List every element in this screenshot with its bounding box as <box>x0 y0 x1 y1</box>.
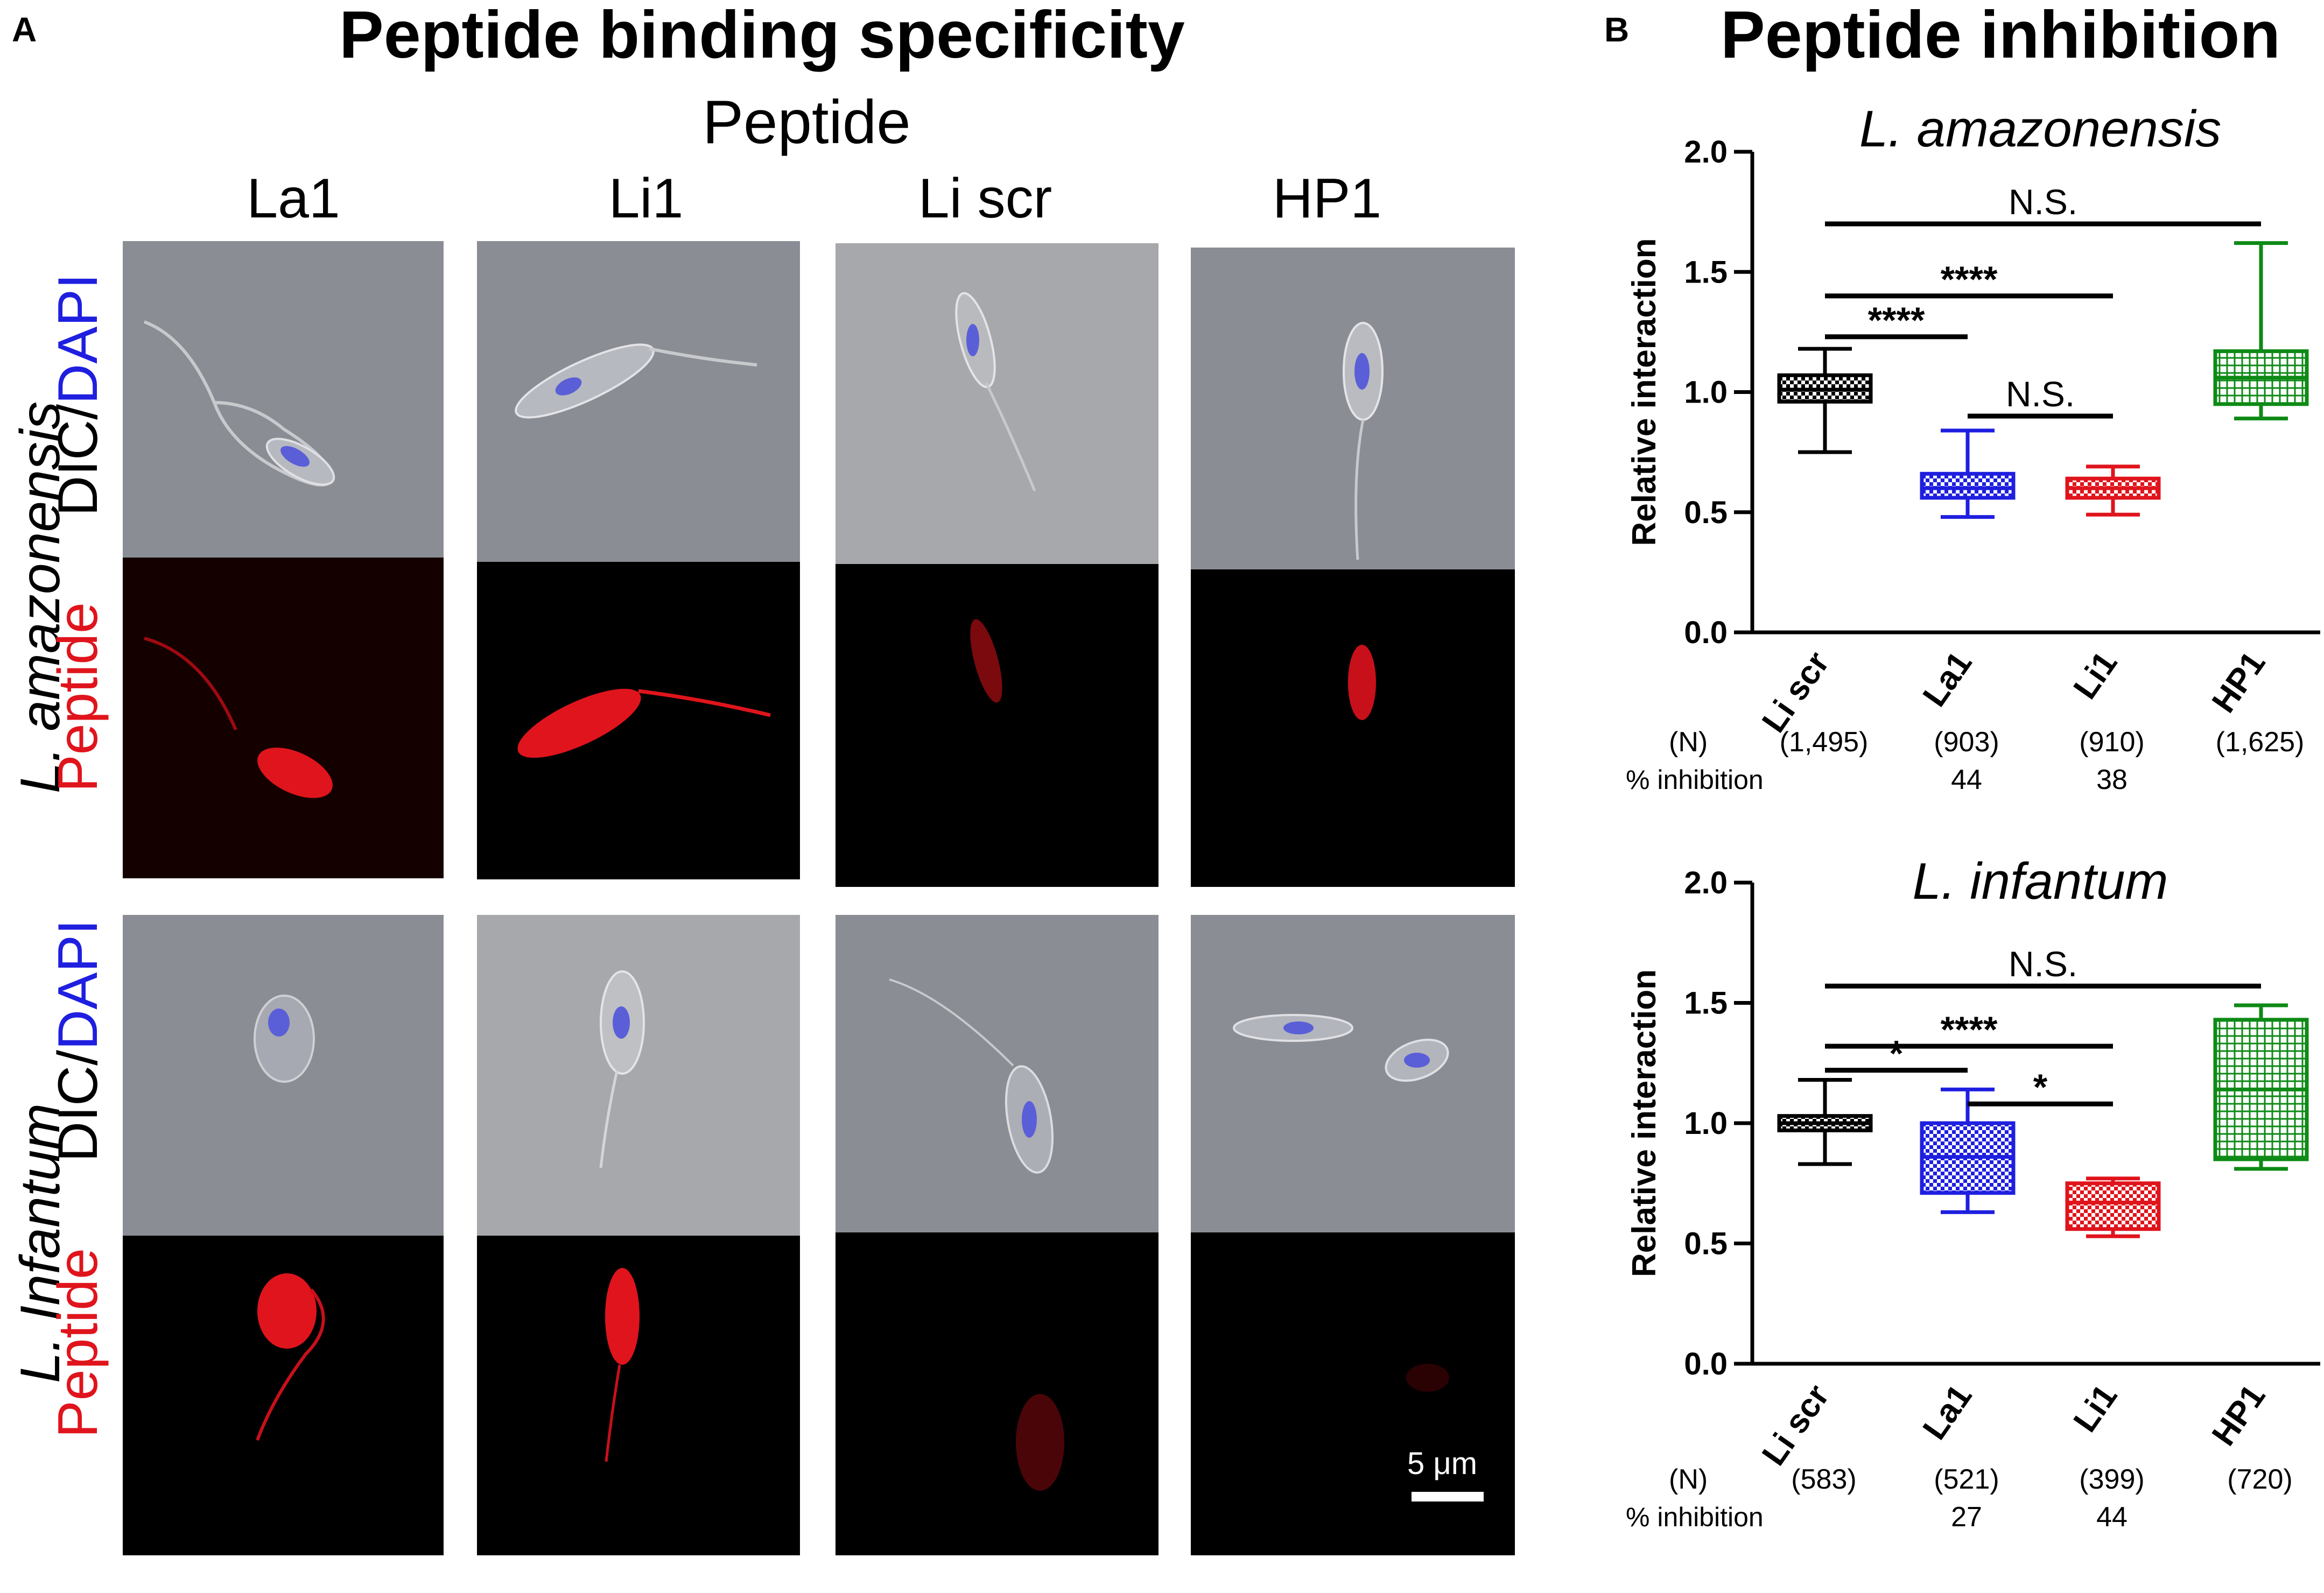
parasite-shape <box>1348 645 1376 720</box>
panel-b-title: Peptide inhibition <box>1721 0 2281 72</box>
inhibition-value: 44 <box>1951 764 1982 795</box>
n-row-label: (N) <box>1669 1464 1708 1495</box>
panel-a-title: Peptide binding specificity <box>339 0 1185 72</box>
y-axis-label: Relative interaction <box>1626 969 1663 1277</box>
micrograph-infantum-la1-dic <box>123 915 444 1236</box>
parasite-shape <box>515 343 757 419</box>
y-tick-label: 1.0 <box>1684 375 1728 410</box>
n-value: (583) <box>1791 1464 1856 1495</box>
y-tick-label: 0.0 <box>1684 1347 1728 1381</box>
column-header-la1: La1 <box>247 167 340 230</box>
parasite-shape <box>1233 1014 1449 1082</box>
n-value: (910) <box>2079 727 2144 758</box>
micrograph-amazonensis-li1-dic <box>477 241 800 562</box>
micrograph-infantum-li1-dic <box>477 915 800 1236</box>
micrograph-infantum-la1-peptide <box>123 1236 444 1555</box>
box-li1 <box>2065 1181 2161 1231</box>
micrograph-amazonensis-hp1-dic <box>1191 248 1515 569</box>
parasite-shape <box>1406 1364 1449 1392</box>
chart-title: L. amazonensis <box>1859 100 2221 158</box>
n-value: (1,625) <box>2216 727 2305 758</box>
micrograph-infantum-li1-peptide <box>477 1236 800 1555</box>
micrograph-infantum-hp1-dic <box>1191 915 1515 1232</box>
significance-label: N.S. <box>2006 374 2075 414</box>
column-header-li-scr: Li scr <box>918 167 1052 230</box>
category-label: La1 <box>1916 645 1979 713</box>
y-tick-label: 1.5 <box>1684 986 1728 1021</box>
n-row-label: (N) <box>1669 727 1708 758</box>
chart-title: L. infantum <box>1913 852 2168 910</box>
parasite-shape <box>256 1273 325 1441</box>
panel-a-subtitle: Peptide <box>703 88 911 157</box>
parasite-shape <box>889 978 1054 1174</box>
significance-label: * <box>2033 1067 2048 1108</box>
inhibition-row-label: % inhibition <box>1626 765 1764 795</box>
micrograph-amazonensis-la1-peptide <box>123 558 444 878</box>
inhibition-row-label: % inhibition <box>1626 1502 1764 1532</box>
column-header-li1: Li1 <box>608 167 684 230</box>
inhibition-value: 44 <box>2096 1502 2128 1533</box>
category-label: HP1 <box>2205 1378 2273 1452</box>
parasite-shape <box>955 292 1036 491</box>
parasite-shape <box>517 688 771 758</box>
significance-label: N.S. <box>2009 944 2077 984</box>
significance-label: **** <box>1941 1009 1998 1050</box>
significance-label: * <box>1889 1033 1904 1074</box>
y-tick-label: 1.0 <box>1684 1106 1728 1141</box>
n-value: (521) <box>1934 1464 1999 1495</box>
y-tick-label: 1.5 <box>1684 255 1728 290</box>
micrograph-infantum-liscr-peptide <box>835 1232 1159 1555</box>
parasite-shape <box>143 320 335 487</box>
inhibition-value: 38 <box>2096 764 2128 795</box>
category-label: Li scr <box>1755 1378 1836 1472</box>
n-value: (399) <box>2079 1464 2144 1495</box>
category-label: Li1 <box>2067 645 2125 706</box>
y-tick-label: 2.0 <box>1684 135 1728 170</box>
parasite-shape <box>1343 322 1384 560</box>
category-label: La1 <box>1916 1378 1979 1446</box>
n-value: (720) <box>2227 1464 2292 1495</box>
n-value: (1,495) <box>1780 727 1869 758</box>
parasite-shape <box>144 637 333 798</box>
scale-bar <box>1412 1492 1484 1502</box>
panel-a-letter: A <box>12 10 37 49</box>
parasite-shape <box>970 619 1002 703</box>
parasite-shape <box>605 1268 640 1462</box>
significance-label: **** <box>1941 259 1998 300</box>
micrograph-infantum-hp1-peptide <box>1191 1232 1515 1555</box>
micrograph-infantum-liscr-dic <box>835 915 1159 1232</box>
panel-b-letter: B <box>1604 10 1630 49</box>
parasite-shape <box>1016 1394 1064 1491</box>
inhibition-value: 27 <box>1951 1502 1982 1533</box>
micrograph-amazonensis-li1-peptide <box>477 562 800 879</box>
micrograph-amazonensis-liscr-peptide <box>835 564 1159 887</box>
significance-label: **** <box>1868 300 1925 341</box>
parasite-shape <box>254 995 315 1083</box>
category-label: Li scr <box>1755 645 1836 739</box>
micrograph-amazonensis-hp1-peptide <box>1191 569 1515 887</box>
y-tick-label: 0.0 <box>1684 615 1728 650</box>
significance-label: N.S. <box>2009 182 2077 222</box>
n-value: (903) <box>1934 727 1999 758</box>
micrograph-amazonensis-liscr-dic <box>835 243 1159 564</box>
parasite-shape <box>599 970 645 1168</box>
micrograph-amazonensis-la1-dic <box>123 241 444 558</box>
y-tick-label: 2.0 <box>1684 865 1728 900</box>
y-tick-label: 0.5 <box>1684 495 1728 530</box>
scale-bar-label: 5 μm <box>1407 1446 1478 1481</box>
column-header-hp1: HP1 <box>1272 167 1382 230</box>
box-la1 <box>1920 471 2016 500</box>
category-label: HP1 <box>2205 645 2273 719</box>
category-label: Li1 <box>2067 1378 2125 1439</box>
y-axis-label: Relative interaction <box>1626 238 1663 546</box>
y-tick-label: 0.5 <box>1684 1227 1728 1261</box>
